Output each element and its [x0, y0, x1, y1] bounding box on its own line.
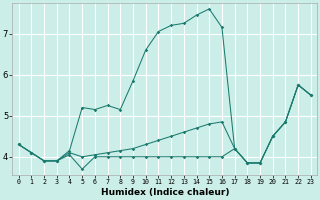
- X-axis label: Humidex (Indice chaleur): Humidex (Indice chaleur): [100, 188, 229, 197]
